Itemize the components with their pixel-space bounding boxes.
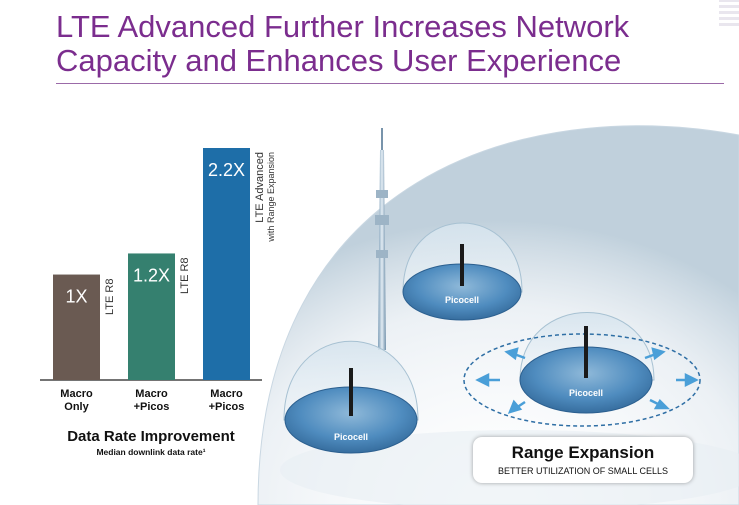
bar-annotation: LTE Advanced — [254, 152, 266, 223]
picocell-label: Picocell — [569, 388, 603, 398]
picocell-lower-left — [283, 340, 419, 454]
category-label: +Picos — [209, 401, 245, 413]
bar — [53, 274, 100, 380]
chart-subtitle: Median downlink data rate¹ — [96, 447, 206, 457]
title-divider — [56, 83, 724, 84]
page-title: LTE Advanced Further Increases Network C… — [56, 10, 716, 78]
picocell-range-expansion — [463, 312, 701, 427]
category-label: +Picos — [134, 401, 170, 413]
bar-value-label: 1.2X — [133, 265, 170, 285]
range-expansion-subtitle: BETTER UTILIZATION OF SMALL CELLS — [497, 466, 669, 476]
bar-annotation: LTE R8 — [179, 257, 191, 293]
chart-title: Data Rate Improvement — [67, 428, 235, 445]
range-expansion-title: Range Expansion — [511, 443, 655, 462]
category-label: Macro — [210, 388, 243, 400]
bar-annotation: LTE R8 — [104, 279, 116, 315]
corner-decoration — [719, 0, 739, 26]
title-line-2: Capacity and Enhances User Experience — [56, 43, 622, 78]
category-label: Only — [64, 401, 89, 413]
bar-annotation: with Range Expansion — [266, 152, 276, 243]
expansion-arrows — [475, 347, 699, 414]
range-expansion-callout: Range Expansion BETTER UTILIZATION OF SM… — [473, 437, 693, 483]
picocell-labels: Picocell Picocell Picocell — [334, 295, 603, 442]
category-label: Macro — [135, 388, 168, 400]
picocell-label: Picocell — [334, 432, 368, 442]
picocell-upper — [402, 222, 523, 321]
picocell-label: Picocell — [445, 295, 479, 305]
range-expansion-boundary — [463, 333, 701, 427]
macro-tower — [375, 128, 389, 350]
bar — [203, 148, 250, 380]
title-line-1: LTE Advanced Further Increases Network — [56, 9, 630, 44]
bar-value-label: 1X — [65, 287, 87, 307]
bar — [128, 253, 175, 380]
category-label: Macro — [60, 388, 93, 400]
bar-value-label: 2.2X — [208, 160, 245, 180]
